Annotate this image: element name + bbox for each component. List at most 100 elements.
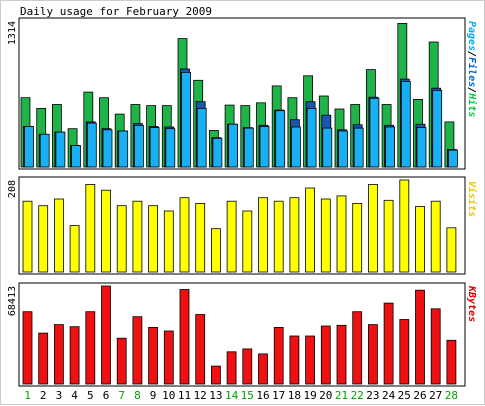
visits-bar bbox=[195, 202, 206, 273]
visits-bar bbox=[383, 199, 394, 273]
day-label: 24 bbox=[382, 389, 396, 402]
day-label: 19 bbox=[303, 389, 316, 402]
day-label: 25 bbox=[398, 389, 411, 402]
kbytes-bar bbox=[210, 365, 221, 385]
kbytes-ymax-label: 68413 bbox=[7, 286, 18, 316]
kbytes-bar bbox=[446, 339, 457, 385]
day-label: 15 bbox=[241, 389, 254, 402]
day-label: 2 bbox=[40, 389, 47, 402]
pages-bar bbox=[24, 126, 34, 168]
kbytes-bar bbox=[305, 335, 316, 385]
pages-bar bbox=[228, 123, 239, 168]
day-label: 28 bbox=[445, 389, 458, 402]
visits-bar bbox=[210, 228, 221, 273]
kbytes-bar bbox=[289, 335, 300, 385]
visits-bar bbox=[446, 227, 457, 273]
pages-bar bbox=[181, 72, 191, 168]
pages-bar bbox=[71, 145, 81, 168]
visits-bar bbox=[336, 195, 347, 273]
pages-bar bbox=[39, 133, 50, 168]
visits-bar bbox=[415, 206, 425, 273]
legend-pages: Pages bbox=[466, 21, 477, 51]
kbytes-bar bbox=[195, 314, 206, 385]
kbytes-bar bbox=[148, 326, 159, 385]
visits-bar bbox=[320, 198, 331, 273]
visits-ymax-label: 208 bbox=[7, 180, 18, 198]
kbytes-bar bbox=[116, 337, 127, 385]
chart-title: Daily usage for February 2009 bbox=[20, 5, 212, 18]
visits-bar bbox=[116, 205, 127, 273]
pages-bar bbox=[118, 130, 129, 168]
legend-sep-2: / bbox=[466, 87, 477, 93]
pages-bar bbox=[196, 108, 207, 168]
legend-sep-1: / bbox=[466, 51, 477, 57]
hits-panel-legend: Pages/Files/Hits bbox=[466, 21, 478, 117]
kbytes-bar bbox=[258, 353, 268, 385]
visits-bar bbox=[305, 187, 316, 273]
day-label: 14 bbox=[225, 389, 239, 402]
kbytes-bar bbox=[242, 348, 253, 385]
kbytes-bar bbox=[163, 330, 174, 385]
day-label: 17 bbox=[272, 389, 285, 402]
pages-bar bbox=[165, 128, 176, 168]
visits-bar bbox=[399, 179, 410, 273]
pages-bar bbox=[306, 108, 317, 168]
kbytes-bar bbox=[69, 326, 80, 385]
pages-bar bbox=[55, 131, 66, 168]
day-label: 4 bbox=[71, 389, 78, 402]
pages-bar bbox=[416, 127, 427, 168]
pages-bar bbox=[385, 126, 396, 168]
kbytes-bar bbox=[383, 302, 394, 385]
day-label: 3 bbox=[56, 389, 63, 402]
pages-bar bbox=[243, 127, 254, 168]
legend-kbytes: KBytes bbox=[466, 285, 477, 322]
visits-bar bbox=[430, 200, 441, 273]
pages-bar bbox=[338, 130, 348, 168]
day-axis-labels: 1 2 3 4 5 6 7 8 9 10 11 12 13 14 15 16 17 18 19 20 21 22 23 24 2… bbox=[24, 389, 458, 402]
visits-bar bbox=[273, 200, 284, 273]
kbytes-bar bbox=[320, 325, 331, 385]
visits-bar bbox=[101, 189, 111, 273]
pages-bar bbox=[149, 127, 160, 168]
pages-bar bbox=[447, 149, 458, 168]
visits-bar bbox=[54, 198, 64, 273]
kbytes-bar bbox=[101, 285, 111, 385]
day-label: 1 bbox=[24, 389, 31, 402]
kbytes-bar bbox=[22, 311, 33, 385]
kbytes-bar bbox=[132, 316, 143, 385]
pages-bar bbox=[212, 137, 223, 168]
pages-bar bbox=[432, 90, 443, 168]
pages-bar bbox=[400, 81, 411, 168]
kbytes-bar bbox=[54, 324, 64, 385]
visits-bar bbox=[226, 200, 237, 273]
pages-bar bbox=[290, 126, 301, 168]
pages-bar bbox=[259, 126, 270, 168]
kbytes-bar bbox=[430, 308, 441, 385]
visits-bar bbox=[179, 197, 190, 273]
kbytes-bar bbox=[179, 289, 190, 385]
day-label: 5 bbox=[87, 389, 94, 402]
day-label: 23 bbox=[366, 389, 379, 402]
pages-bar bbox=[322, 127, 333, 168]
day-label: 22 bbox=[351, 389, 364, 402]
kbytes-bar bbox=[38, 332, 49, 385]
kbytes-bar bbox=[367, 324, 378, 385]
pages-bar bbox=[369, 97, 380, 168]
day-label: 21 bbox=[335, 389, 348, 402]
day-label: 18 bbox=[288, 389, 301, 402]
legend-visits: Visits bbox=[466, 181, 478, 217]
day-label: 12 bbox=[194, 389, 207, 402]
kbytes-bar bbox=[415, 289, 425, 385]
day-label: 8 bbox=[134, 389, 141, 402]
visits-bar bbox=[289, 197, 300, 273]
hits-ymax-label: 1314 bbox=[7, 21, 18, 45]
visits-bar bbox=[85, 183, 96, 273]
day-label: 16 bbox=[256, 389, 269, 402]
visits-bar bbox=[132, 200, 143, 273]
pages-bar bbox=[86, 122, 97, 168]
pages-bar bbox=[133, 124, 144, 168]
kbytes-bar bbox=[399, 319, 410, 385]
day-label: 13 bbox=[209, 389, 222, 402]
visits-bar bbox=[69, 225, 80, 273]
